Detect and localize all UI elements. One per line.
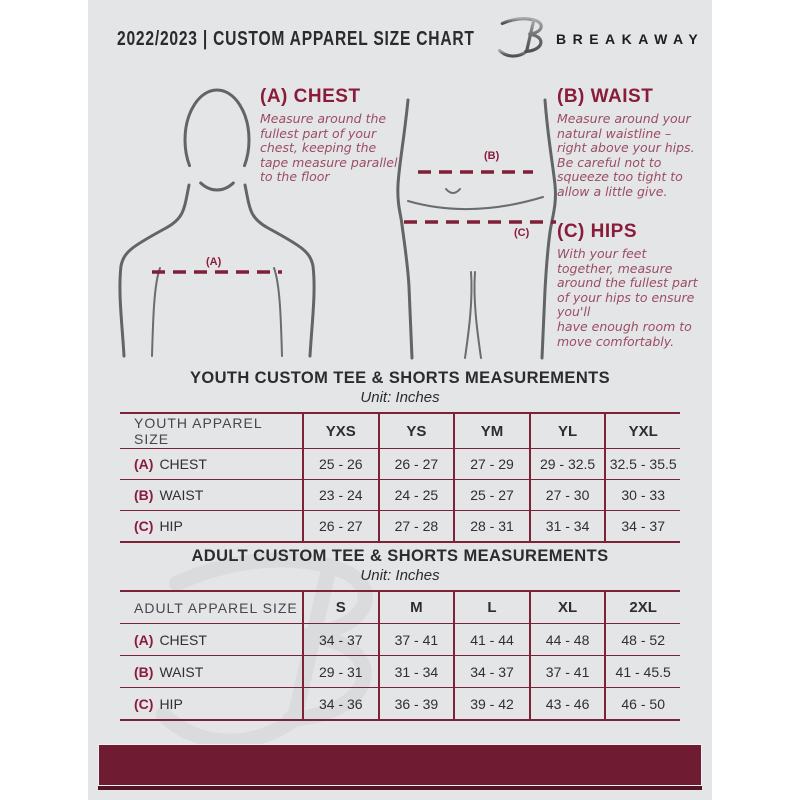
- table-cell: 23 - 24: [302, 480, 378, 510]
- column-header: YXS: [302, 414, 378, 448]
- table-cell: 25 - 26: [302, 449, 378, 479]
- chest-heading: (A) CHEST: [260, 86, 361, 107]
- table-cell: 29 - 32.5: [528, 449, 605, 479]
- table-cell: 27 - 30: [528, 480, 605, 510]
- figure-head: [183, 88, 251, 192]
- row-label-text: WAIST: [159, 487, 204, 503]
- breakaway-b-logo-icon: [498, 17, 543, 58]
- figure-navel: [445, 188, 461, 194]
- table-cell: 41 - 44: [453, 624, 529, 655]
- table-row: (A) CHEST 34 - 37 37 - 41 41 - 44 44 - 48…: [120, 623, 680, 655]
- column-header: 2XL: [604, 592, 680, 623]
- figure-left-armpit: [151, 267, 161, 357]
- figure-left-arm: [118, 183, 191, 358]
- table-header-row: ADULT APPAREL SIZE S M L XL 2XL: [120, 592, 680, 623]
- youth-table-title: YOUTH CUSTOM TEE & SHORTS MEASUREMENTS: [189, 369, 611, 387]
- table-cell: 26 - 27: [377, 449, 454, 479]
- row-label: (B) WAIST: [120, 656, 302, 687]
- table-cell: 29 - 31: [302, 656, 378, 687]
- row-label: (B) WAIST: [120, 480, 302, 510]
- hips-line-label: (C): [514, 227, 530, 239]
- chest-line-label: (A): [206, 256, 222, 268]
- hips-heading: (C) HIPS: [557, 221, 637, 242]
- row-label-text: HIP: [159, 518, 183, 534]
- table-cell: 25 - 27: [453, 480, 529, 510]
- figure-right-hip-outline: [540, 98, 557, 360]
- youth-table-unit: Unit: Inches: [360, 389, 440, 406]
- table-cell: 28 - 31: [453, 511, 529, 541]
- adult-size-table: ADULT APPAREL SIZE S M L XL 2XL (A) CHEST…: [120, 590, 680, 721]
- footer-accent-bar: [98, 744, 702, 790]
- table-header-row: YOUTH APPAREL SIZE YXS YS YM YL YXL: [120, 414, 680, 448]
- row-key: (C): [134, 518, 154, 534]
- table-cell: 46 - 50: [604, 688, 680, 719]
- column-header: XL: [528, 592, 605, 623]
- column-header: YL: [528, 414, 605, 448]
- row-key: (B): [134, 663, 154, 680]
- table-cell: 27 - 29: [453, 449, 529, 479]
- table-cell: 24 - 25: [377, 480, 454, 510]
- column-header: ADULT APPAREL SIZE: [134, 599, 298, 616]
- row-label-text: WAIST: [159, 663, 204, 680]
- row-key: (B): [134, 487, 154, 503]
- column-header: M: [377, 592, 454, 623]
- row-key: (A): [134, 456, 154, 472]
- table-cell: 31 - 34: [528, 511, 605, 541]
- table-row: (A) CHEST 25 - 26 26 - 27 27 - 29 29 - 32…: [120, 448, 680, 479]
- row-label: (C) HIP: [120, 688, 302, 719]
- document-page: 2022/2023 | CUSTOM APPAREL SIZE CHART BR…: [88, 0, 712, 800]
- table-cell: 32.5 - 35.5: [604, 449, 680, 479]
- page-title: 2022/2023 | CUSTOM APPAREL SIZE CHART: [117, 28, 475, 50]
- table-row: (C) HIP 34 - 36 36 - 39 39 - 42 43 - 46 4…: [120, 687, 680, 719]
- column-header: YOUTH APPAREL SIZE: [134, 415, 263, 447]
- table-row: (B) WAIST 23 - 24 24 - 25 25 - 27 27 - 30…: [120, 479, 680, 510]
- column-header: L: [453, 592, 529, 623]
- brand-name: BREAKAWAY: [556, 31, 705, 47]
- adult-table-title: ADULT CUSTOM TEE & SHORTS MEASUREMENTS: [191, 547, 609, 565]
- figure-waistband-curve: [407, 196, 544, 211]
- figure-right-armpit: [273, 267, 283, 357]
- table-cell: 36 - 39: [377, 688, 454, 719]
- figure-inner-leg-left: [464, 271, 473, 359]
- table-cell: 37 - 41: [377, 624, 454, 655]
- table-cell: 43 - 46: [528, 688, 605, 719]
- waist-instructions: Measure around your natural waistline – …: [557, 111, 695, 199]
- hips-instructions: With your feet together, measure around …: [557, 246, 698, 349]
- column-header: YM: [453, 414, 529, 448]
- table-cell: 39 - 42: [453, 688, 529, 719]
- figure-inner-leg-right: [473, 271, 482, 359]
- table-cell: 34 - 36: [302, 688, 378, 719]
- row-label-text: CHEST: [159, 456, 207, 472]
- table-cell: 34 - 37: [453, 656, 529, 687]
- adult-table-unit: Unit: Inches: [360, 567, 440, 584]
- table-row: (C) HIP 26 - 27 27 - 28 28 - 31 31 - 34 3…: [120, 510, 680, 541]
- table-cell: 30 - 33: [604, 480, 680, 510]
- table-cell: 34 - 37: [604, 511, 680, 541]
- table-cell: 48 - 52: [604, 624, 680, 655]
- table-cell: 44 - 48: [528, 624, 605, 655]
- waist-heading: (B) WAIST: [557, 86, 654, 107]
- table-cell: 26 - 27: [302, 511, 378, 541]
- column-header: YXL: [604, 414, 680, 448]
- table-cell: 31 - 34: [377, 656, 454, 687]
- table-cell: 37 - 41: [528, 656, 605, 687]
- figure-right-arm: [243, 183, 316, 358]
- row-label-text: CHEST: [159, 631, 207, 648]
- table-row: (B) WAIST 29 - 31 31 - 34 34 - 37 37 - 41…: [120, 655, 680, 687]
- row-label: (C) HIP: [120, 511, 302, 541]
- youth-size-table: YOUTH APPAREL SIZE YXS YS YM YL YXL (A) C…: [120, 412, 680, 543]
- row-label: (A) CHEST: [120, 449, 302, 479]
- row-key: (A): [134, 631, 154, 648]
- row-key: (C): [134, 695, 154, 712]
- column-header: S: [302, 592, 378, 623]
- table-cell: 34 - 37: [302, 624, 378, 655]
- waist-line-label: (B): [484, 150, 500, 162]
- table-cell: 27 - 28: [377, 511, 454, 541]
- row-label-text: HIP: [159, 695, 183, 712]
- column-header: YS: [377, 414, 454, 448]
- chest-instructions: Measure around the fullest part of your …: [260, 111, 398, 185]
- row-label: (A) CHEST: [120, 624, 302, 655]
- table-cell: 41 - 45.5: [604, 656, 680, 687]
